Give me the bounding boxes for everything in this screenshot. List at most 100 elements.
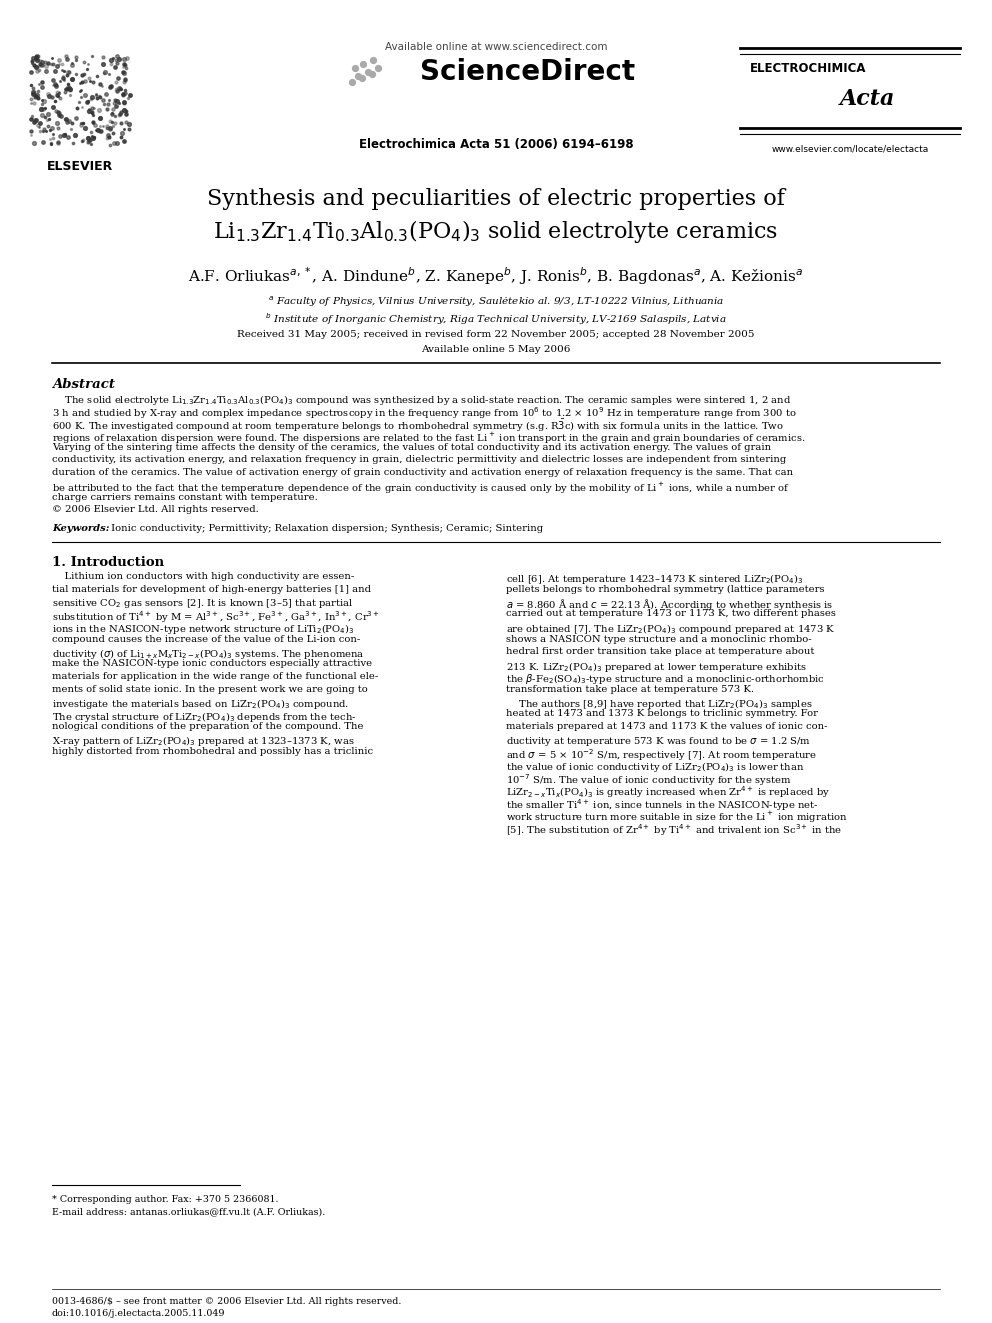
Point bbox=[106, 93, 122, 114]
Point bbox=[58, 108, 73, 130]
Point bbox=[102, 134, 118, 155]
Point bbox=[97, 62, 113, 83]
Point bbox=[99, 128, 115, 149]
Point bbox=[90, 120, 106, 142]
Point bbox=[116, 118, 132, 139]
Point bbox=[118, 111, 134, 132]
Text: Lithium ion conductors with high conductivity are essen-: Lithium ion conductors with high conduct… bbox=[52, 572, 354, 581]
Point bbox=[23, 93, 39, 114]
Point bbox=[55, 67, 70, 89]
Point bbox=[117, 79, 133, 101]
Point bbox=[26, 132, 42, 153]
Point bbox=[31, 60, 47, 81]
Text: hedral first order transition take place at temperature about: hedral first order transition take place… bbox=[506, 647, 814, 656]
Point bbox=[31, 56, 47, 77]
Text: A.F. Orliukas$^{a,*}$, A. Dindune$^{b}$, Z. Kanepe$^{b}$, J. Ronis$^{b}$, B. Bag: A.F. Orliukas$^{a,*}$, A. Dindune$^{b}$,… bbox=[188, 265, 804, 287]
Point bbox=[37, 52, 53, 73]
Text: [5]. The substitution of Zr$^{4+}$ by Ti$^{4+}$ and trivalent ion Sc$^{3+}$ in t: [5]. The substitution of Zr$^{4+}$ by Ti… bbox=[506, 822, 842, 837]
Point bbox=[85, 71, 101, 93]
Text: cell [6]. At temperature 1423–1473 K sintered LiZr$_2$(PO$_4$)$_3$: cell [6]. At temperature 1423–1473 K sin… bbox=[506, 572, 804, 586]
Point bbox=[50, 85, 65, 106]
Point bbox=[117, 69, 133, 90]
Point bbox=[60, 61, 75, 82]
Text: transformation take place at temperature 573 K.: transformation take place at temperature… bbox=[506, 684, 754, 693]
Point bbox=[76, 64, 92, 85]
Text: The crystal structure of LiZr$_2$(PO$_4$)$_3$ depends from the tech-: The crystal structure of LiZr$_2$(PO$_4$… bbox=[52, 709, 356, 724]
Point bbox=[73, 114, 89, 135]
Point bbox=[68, 49, 84, 70]
Point bbox=[36, 119, 52, 140]
Point bbox=[116, 54, 132, 75]
Point bbox=[46, 53, 62, 74]
Point bbox=[54, 105, 69, 126]
Text: 213 K. LiZr$_2$(PO$_4$)$_3$ prepared at lower temperature exhibits: 213 K. LiZr$_2$(PO$_4$)$_3$ prepared at … bbox=[506, 659, 806, 673]
Point bbox=[43, 134, 59, 155]
Point bbox=[108, 78, 124, 99]
Point bbox=[92, 73, 108, 94]
Point bbox=[49, 112, 64, 134]
Point bbox=[23, 108, 39, 130]
Point bbox=[102, 75, 118, 97]
Text: Available online 5 May 2006: Available online 5 May 2006 bbox=[422, 345, 570, 355]
Point bbox=[43, 54, 59, 75]
Point bbox=[77, 70, 93, 91]
Point bbox=[46, 74, 62, 95]
Point bbox=[28, 85, 44, 106]
Point bbox=[84, 126, 100, 147]
Point bbox=[107, 57, 123, 78]
Point bbox=[49, 56, 64, 77]
Point bbox=[122, 119, 138, 140]
Text: heated at 1473 and 1373 K belongs to triclinic symmetry. For: heated at 1473 and 1373 K belongs to tri… bbox=[506, 709, 818, 718]
Point bbox=[55, 54, 70, 75]
Point bbox=[23, 120, 39, 142]
Point bbox=[24, 124, 40, 146]
Point bbox=[80, 53, 96, 74]
Point bbox=[104, 123, 120, 144]
Text: tial materials for development of high-energy batteries [1] and: tial materials for development of high-e… bbox=[52, 585, 371, 594]
Point bbox=[62, 119, 78, 140]
Point bbox=[78, 91, 94, 112]
Point bbox=[83, 122, 99, 143]
Point bbox=[87, 114, 103, 135]
Point bbox=[64, 67, 80, 89]
Point bbox=[92, 107, 108, 128]
Text: work structure turn more suitable in size for the Li$^+$ ion migration: work structure turn more suitable in siz… bbox=[506, 810, 847, 824]
Point bbox=[50, 118, 65, 139]
Point bbox=[95, 90, 111, 111]
Point bbox=[86, 98, 102, 119]
Text: Acta: Acta bbox=[840, 89, 896, 110]
Point bbox=[59, 78, 74, 99]
Point bbox=[99, 94, 115, 115]
Point bbox=[99, 118, 115, 139]
Point bbox=[109, 52, 125, 73]
Point bbox=[91, 99, 107, 120]
Point bbox=[80, 127, 96, 148]
Point bbox=[30, 61, 46, 82]
Text: © 2006 Elsevier Ltd. All rights reserved.: © 2006 Elsevier Ltd. All rights reserved… bbox=[52, 505, 259, 515]
Text: LiZr$_{2-x}$Ti$_x$(PO$_4$)$_3$ is greatly increased when Zr$^{4+}$ is replaced b: LiZr$_{2-x}$Ti$_x$(PO$_4$)$_3$ is greatl… bbox=[506, 785, 830, 800]
Point bbox=[81, 98, 97, 119]
Point bbox=[30, 85, 46, 106]
Point bbox=[45, 86, 61, 107]
Point bbox=[35, 120, 51, 142]
Point bbox=[74, 130, 90, 151]
Point bbox=[105, 115, 121, 136]
Point bbox=[113, 78, 129, 99]
Point bbox=[26, 111, 42, 132]
Point bbox=[84, 86, 100, 107]
Point bbox=[58, 108, 73, 130]
Point bbox=[111, 79, 127, 101]
Point bbox=[27, 86, 43, 107]
Point bbox=[28, 48, 44, 69]
Point bbox=[40, 83, 56, 105]
Point bbox=[82, 70, 98, 91]
Point bbox=[50, 81, 65, 102]
Point bbox=[103, 49, 119, 70]
Point bbox=[62, 78, 77, 99]
Point bbox=[85, 112, 101, 134]
Text: doi:10.1016/j.electacta.2005.11.049: doi:10.1016/j.electacta.2005.11.049 bbox=[52, 1308, 225, 1318]
Point bbox=[112, 103, 128, 124]
Point bbox=[103, 54, 119, 75]
Text: www.elsevier.com/locate/electacta: www.elsevier.com/locate/electacta bbox=[772, 146, 929, 153]
Point bbox=[75, 112, 91, 134]
